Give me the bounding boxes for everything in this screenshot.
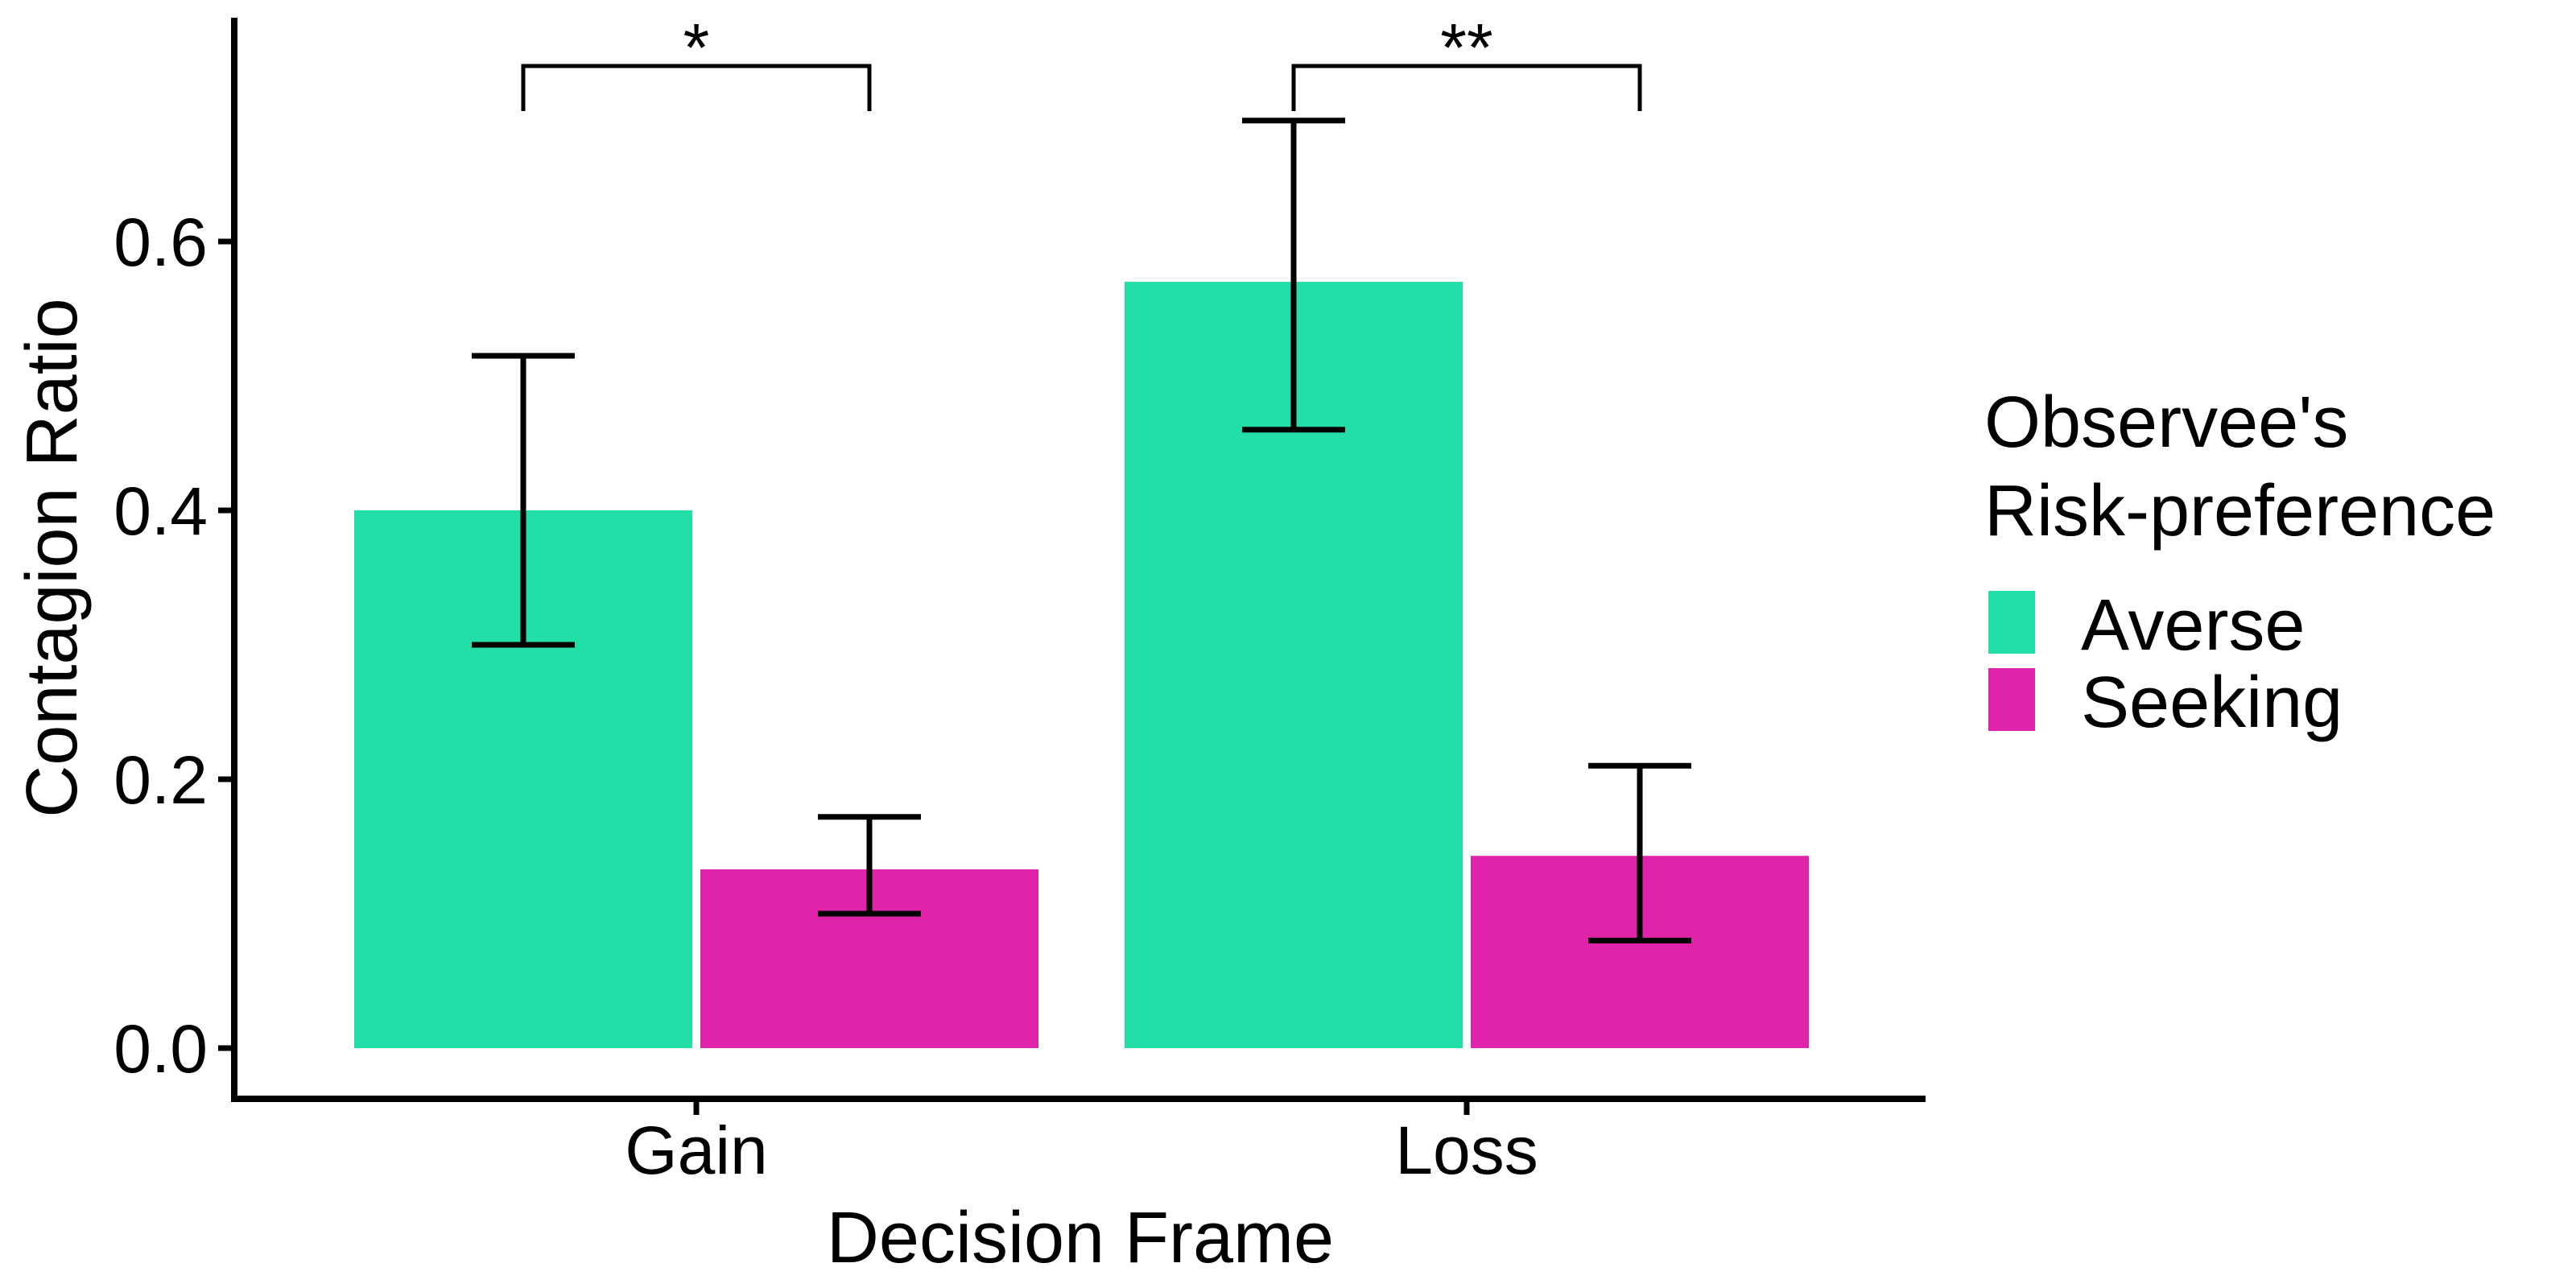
significance-bracket	[521, 64, 872, 111]
legend-title-line-1: Observee's	[1984, 382, 2348, 463]
significance-gain: *	[521, 10, 872, 111]
y-tick-label: 0.6	[114, 204, 208, 280]
legend-title-line-2: Risk-preference	[1984, 471, 2496, 551]
error-bar-averse-loss	[1242, 118, 1345, 433]
significance-label: **	[1440, 10, 1492, 85]
significance-label: *	[683, 10, 710, 85]
legend-swatch-averse	[1988, 591, 2035, 654]
x-ticks: Gain Loss	[625, 1099, 1538, 1188]
legend-label-seeking: Seeking	[2081, 663, 2343, 743]
y-tick-label: 0.4	[114, 473, 208, 549]
y-tick-label: 0.0	[114, 1011, 208, 1087]
error-bar-averse-gain	[472, 353, 575, 648]
x-tick-label: Gain	[625, 1113, 767, 1188]
significance-loss: **	[1291, 10, 1642, 111]
x-axis-title: Decision Frame	[827, 1198, 1334, 1278]
legend: Observee's Risk-preference Averse Seekin…	[1984, 382, 2496, 743]
error-bar-seeking-loss	[1588, 762, 1691, 943]
y-ticks: 0.0 0.2 0.4 0.6	[114, 204, 234, 1087]
y-tick-label: 0.2	[114, 742, 208, 818]
y-axis-title: Contagion Ratio	[12, 298, 93, 817]
legend-swatch-seeking	[1988, 668, 2035, 731]
significance-bracket	[1291, 64, 1642, 111]
error-bar-seeking-gain	[818, 814, 921, 917]
plot-area: * **	[354, 10, 1809, 1049]
legend-label-averse: Averse	[2081, 585, 2305, 666]
x-tick-label: Loss	[1395, 1113, 1538, 1188]
